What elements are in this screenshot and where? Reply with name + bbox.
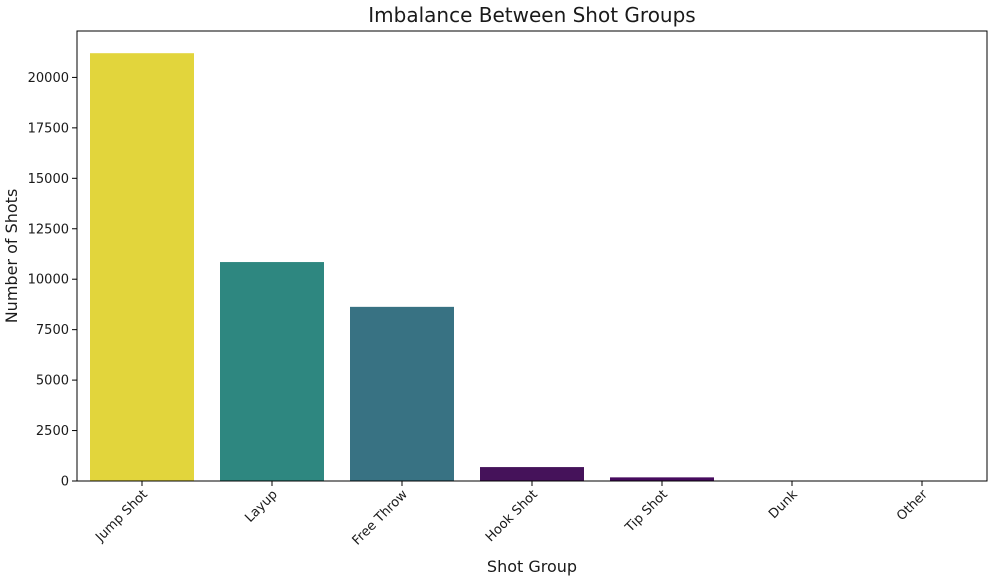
x-tick-label: Jump Shot	[92, 487, 150, 545]
bars	[90, 53, 974, 482]
y-tick-label: 12500	[28, 222, 69, 237]
x-tick-label: Free Throw	[350, 487, 411, 548]
x-tick-label: Hook Shot	[483, 487, 541, 545]
bar	[90, 53, 194, 482]
y-tick-label: 17500	[28, 121, 69, 136]
y-tick-label: 2500	[36, 424, 69, 439]
y-tick-label: 5000	[36, 374, 69, 389]
y-tick-label: 0	[61, 475, 69, 490]
bar	[480, 467, 584, 481]
bar	[350, 306, 454, 481]
y-axis: 0 2500 5000 7500 10000 12500 15000 17500 20000	[28, 71, 77, 490]
x-tick-label: Other	[894, 487, 931, 524]
plot-frame	[76, 30, 988, 482]
bar	[610, 477, 714, 481]
chart-title: Imbalance Between Shot Groups	[368, 3, 695, 27]
x-tick-label: Dunk	[766, 487, 801, 522]
x-tick-label: Tip Shot	[622, 487, 671, 536]
y-tick-label: 15000	[28, 172, 69, 187]
y-tick-label: 7500	[36, 323, 69, 338]
bar	[220, 262, 324, 481]
y-tick-label: 10000	[28, 273, 69, 288]
x-axis-label: Shot Group	[487, 557, 577, 576]
y-axis-label: Number of Shots	[2, 189, 21, 324]
x-axis: Jump Shot Layup Free Throw Hook Shot Tip Sho…	[92, 481, 931, 548]
y-tick-label: 20000	[28, 71, 69, 86]
x-tick-label: Layup	[242, 487, 280, 525]
